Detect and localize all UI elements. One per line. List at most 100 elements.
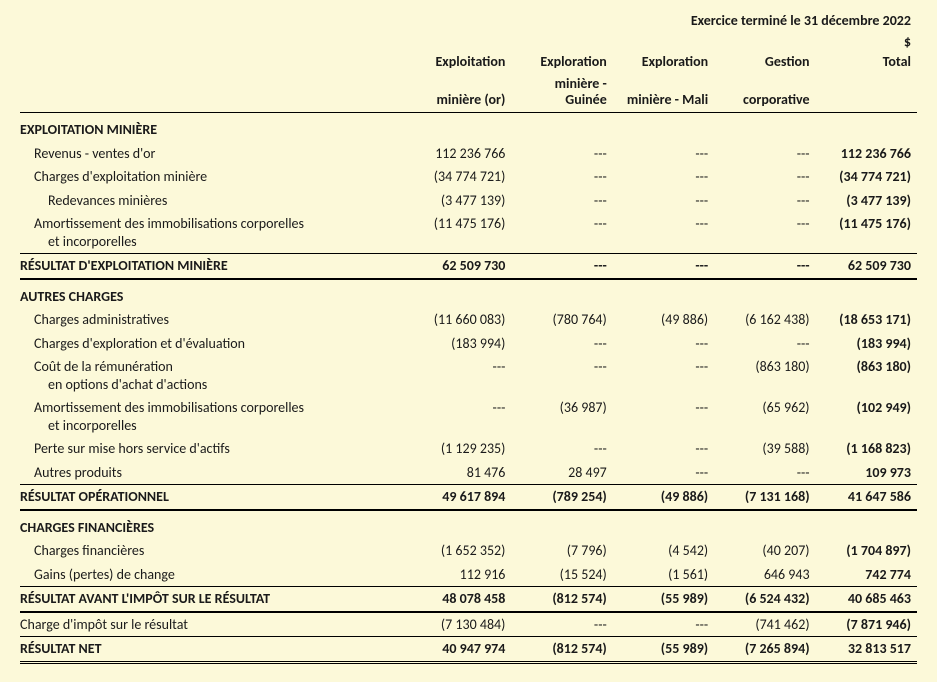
cell: 62 509 730 <box>410 254 511 279</box>
cell-label: Charges d'exploitation minière <box>20 165 410 189</box>
cell: --- <box>613 355 714 396</box>
col4-header-a: Gestion <box>714 52 815 74</box>
cell-label: Charges administratives <box>20 308 410 332</box>
label-line-a: Amortissement des immobilisations corpor… <box>34 399 304 416</box>
cell: (789 254) <box>511 485 612 510</box>
row-gains-change: Gains (pertes) de change 112 916 (15 524… <box>20 563 917 587</box>
cell: --- <box>613 254 714 279</box>
label-line-b: et incorporelles <box>34 417 404 435</box>
cell: --- <box>613 212 714 254</box>
currency-symbol: $ <box>20 33 917 52</box>
cell-label: Redevances minières <box>20 189 410 213</box>
section-charges-financieres-label: CHARGES FINANCIÈRES <box>20 510 917 540</box>
financial-table-container: { "meta": { "period_title": "Exercice te… <box>0 0 937 682</box>
cell-label: RÉSULTAT D'EXPLOITATION MINIÈRE <box>20 254 410 279</box>
cell: (7 265 894) <box>714 637 815 663</box>
cell: (39 588) <box>714 437 815 461</box>
label-line-a: Coût de la rémunération <box>34 358 173 375</box>
cell: --- <box>613 142 714 166</box>
cell-label: RÉSULTAT AVANT L'IMPÔT SUR LE RÉSULTAT <box>20 587 410 612</box>
cell-label: RÉSULTAT OPÉRATIONNEL <box>20 485 410 510</box>
cell: --- <box>613 461 714 485</box>
row-amortissement-2: Amortissement des immobilisations corpor… <box>20 396 917 437</box>
cell: (15 524) <box>511 563 612 587</box>
cell: 646 943 <box>714 563 815 587</box>
cell-label: Revenus - ventes d'or <box>20 142 410 166</box>
cell: --- <box>613 332 714 356</box>
cell: --- <box>511 332 612 356</box>
cell-label: Autres produits <box>20 461 410 485</box>
cell-total: 742 774 <box>816 563 917 587</box>
cell-total: 41 647 586 <box>816 485 917 510</box>
cell-total: (3 477 139) <box>816 189 917 213</box>
cell: (3 477 139) <box>410 189 511 213</box>
header-row-2: minière (or) minière - Guinée minière - … <box>20 74 917 113</box>
col2-header-a: Exploration <box>511 52 612 74</box>
cell: (812 574) <box>511 587 612 612</box>
cell: (780 764) <box>511 308 612 332</box>
cell-total: (7 871 946) <box>816 612 917 637</box>
income-statement-table: Exploitation Exploration Exploration Ges… <box>20 52 917 664</box>
col4-header-b: corporative <box>714 74 815 113</box>
col5-header: Total <box>816 52 917 74</box>
cell: --- <box>714 461 815 485</box>
cell: --- <box>714 165 815 189</box>
cell: --- <box>613 189 714 213</box>
cell: --- <box>613 612 714 637</box>
cell: --- <box>613 165 714 189</box>
cell: (7 130 484) <box>410 612 511 637</box>
cell: (1 129 235) <box>410 437 511 461</box>
section-exploitation-label: EXPLOITATION MINIÈRE <box>20 113 917 142</box>
cell: --- <box>511 612 612 637</box>
col3-header-a: Exploration <box>613 52 714 74</box>
col1-header-a: Exploitation <box>410 52 511 74</box>
cell: --- <box>511 142 612 166</box>
cell: (7 796) <box>511 539 612 563</box>
cell: --- <box>714 332 815 356</box>
row-cout-remuneration: Coût de la rémunération en options d'ach… <box>20 355 917 396</box>
cell-total: (18 653 171) <box>816 308 917 332</box>
cell: --- <box>410 396 511 437</box>
row-perte-hors-service: Perte sur mise hors service d'actifs (1 … <box>20 437 917 461</box>
cell-total: (863 180) <box>816 355 917 396</box>
cell: (49 886) <box>613 485 714 510</box>
col2-header-b: minière - Guinée <box>511 74 612 113</box>
cell-total: (34 774 721) <box>816 165 917 189</box>
cell: (6 524 432) <box>714 587 815 612</box>
cell: --- <box>511 165 612 189</box>
cell-total: (102 949) <box>816 396 917 437</box>
label-line-a: Amortissement des immobilisations corpor… <box>34 215 304 232</box>
cell: --- <box>410 355 511 396</box>
cell-label: Charges financières <box>20 539 410 563</box>
row-charges-admin: Charges administratives (11 660 083) (78… <box>20 308 917 332</box>
cell: (7 131 168) <box>714 485 815 510</box>
row-charges-exploration: Charges d'exploration et d'évaluation (1… <box>20 332 917 356</box>
cell: (6 162 438) <box>714 308 815 332</box>
cell: 40 947 974 <box>410 637 511 663</box>
cell: (1 652 352) <box>410 539 511 563</box>
cell: (55 989) <box>613 587 714 612</box>
cell-total: (1 704 897) <box>816 539 917 563</box>
label-line-b: et incorporelles <box>34 233 404 251</box>
section-exploitation: EXPLOITATION MINIÈRE <box>20 113 917 142</box>
cell: (11 475 176) <box>410 212 511 254</box>
cell: 49 617 894 <box>410 485 511 510</box>
cell-label: Amortissement des immobilisations corpor… <box>20 396 410 437</box>
cell-total: 112 236 766 <box>816 142 917 166</box>
cell-total: 62 509 730 <box>816 254 917 279</box>
cell: --- <box>511 212 612 254</box>
row-resultat-exploitation: RÉSULTAT D'EXPLOITATION MINIÈRE 62 509 7… <box>20 254 917 279</box>
cell: --- <box>613 437 714 461</box>
row-resultat-net: RÉSULTAT NET 40 947 974 (812 574) (55 98… <box>20 637 917 663</box>
section-charges-financieres: CHARGES FINANCIÈRES <box>20 510 917 540</box>
cell-total: 109 973 <box>816 461 917 485</box>
row-charge-impot: Charge d'impôt sur le résultat (7 130 48… <box>20 612 917 637</box>
col5-header-b <box>816 74 917 113</box>
cell: --- <box>511 437 612 461</box>
cell: (183 994) <box>410 332 511 356</box>
cell-total: (1 168 823) <box>816 437 917 461</box>
col3-header-b: minière - Mali <box>613 74 714 113</box>
cell-label: Amortissement des immobilisations corpor… <box>20 212 410 254</box>
cell: --- <box>613 396 714 437</box>
cell: 81 476 <box>410 461 511 485</box>
